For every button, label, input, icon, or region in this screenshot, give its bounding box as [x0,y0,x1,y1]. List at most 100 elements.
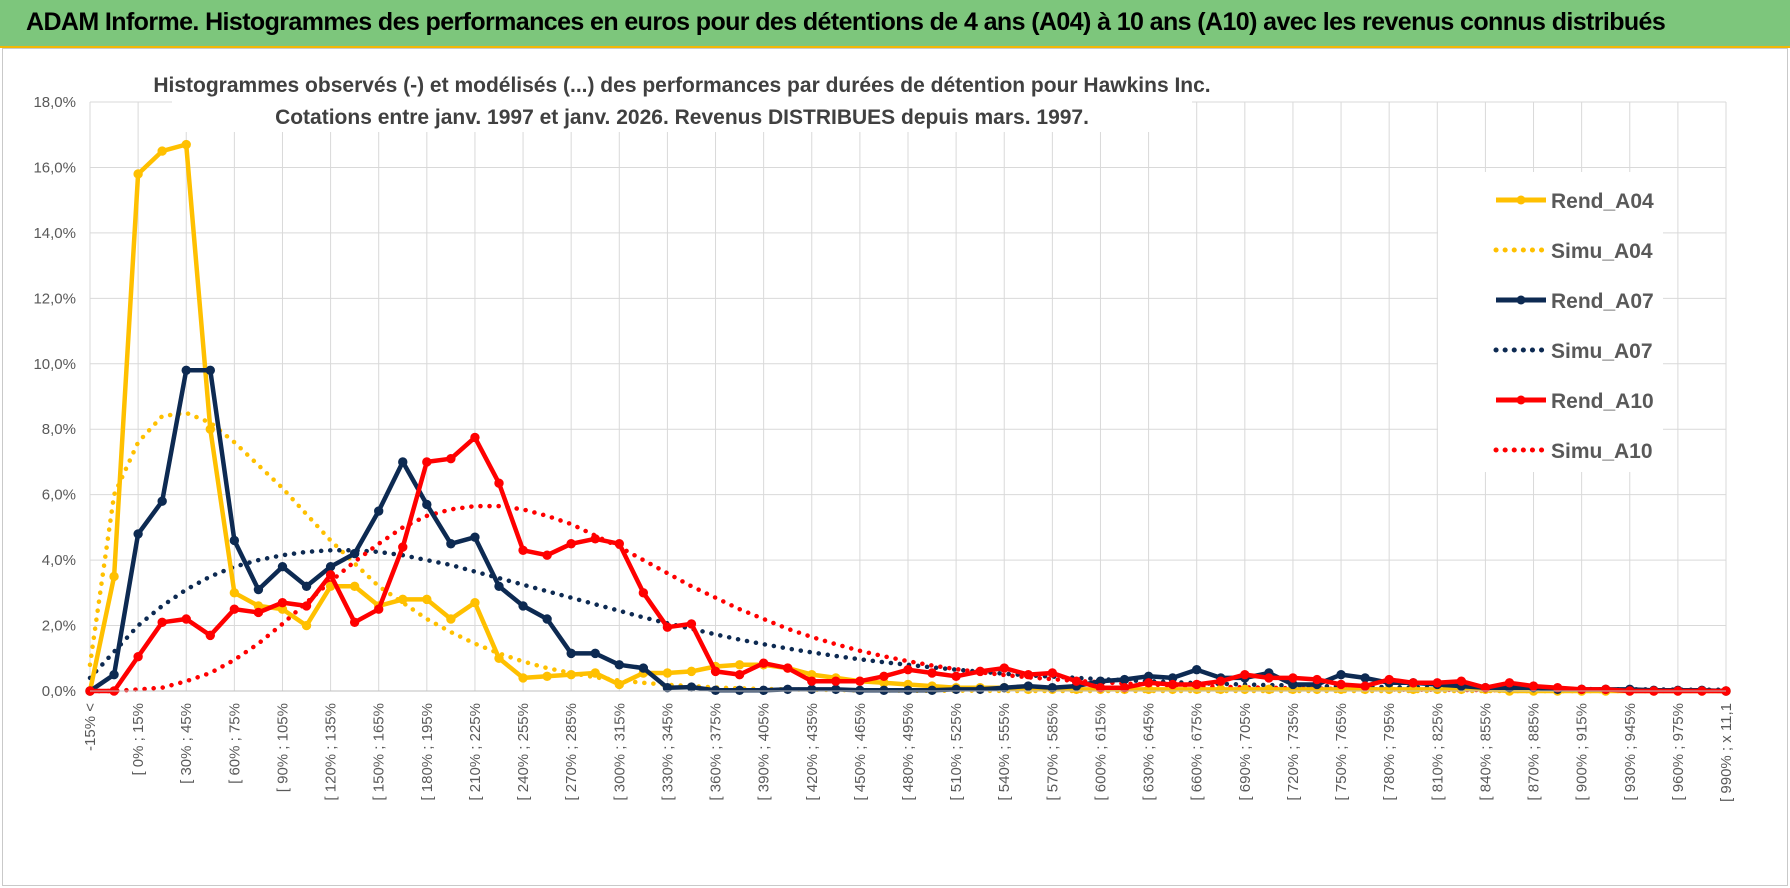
x-tick-label: [ 780% ; 795% [1381,703,1398,801]
title-banner: ADAM Informe. Histogrammes des performan… [0,0,1790,48]
x-tick-label: [ 570% ; 585% [1044,703,1061,801]
legend-label: Simu_A10 [1551,440,1653,463]
point-Rend_A10 [807,676,817,686]
x-tick-label: [ 330% ; 345% [659,703,676,801]
point-Rend_A07 [590,648,600,659]
point-Rend_A07 [686,682,697,692]
point-Rend_A10 [999,663,1009,673]
point-Rend_A07 [157,496,167,506]
legend-item-Simu_A07: Simu_A07 [1493,340,1653,363]
point-Rend_A10 [831,676,841,686]
x-tick-label: [ 600% ; 615% [1092,703,1109,801]
point-Rend_A10 [1360,681,1370,691]
x-tick-label: [ 630% ; 645% [1141,703,1158,801]
point-Rend_A10 [1384,674,1394,685]
point-Rend_A10 [1288,673,1298,683]
point-Rend_A10 [855,676,865,686]
point-Rend_A07 [109,669,119,680]
point-Rend_A04 [181,139,191,150]
point-Rend_A10 [686,619,697,629]
point-Rend_A10 [494,478,504,488]
point-Rend_A10 [470,432,480,443]
point-Rend_A07 [205,365,215,376]
point-Rend_A07 [783,684,793,695]
point-Rend_A10 [349,617,360,627]
point-Rend_A10 [590,534,600,544]
point-Rend_A10 [783,663,793,673]
point-Rend_A10 [325,570,336,580]
point-Rend_A10 [181,614,191,624]
point-Rend_A04 [470,597,480,608]
point-Rend_A07 [494,581,504,591]
x-tick-label: [ 480% ; 495% [900,703,917,801]
y-tick-label: 14,0% [33,225,76,242]
point-Rend_A07 [1023,681,1033,691]
x-tick-label: [ 900% ; 915% [1574,703,1591,801]
point-Rend_A10 [1143,678,1154,688]
x-tick-label: [ 960% ; 975% [1670,703,1687,801]
point-Rend_A07 [518,601,528,611]
point-Rend_A10 [1504,678,1515,688]
x-tick-label: [ 0% ; 15% [130,703,147,776]
y-tick-label: 4,0% [42,552,76,569]
point-Rend_A04 [494,653,504,663]
x-tick-label: [ 810% ; 825% [1429,703,1446,801]
point-Rend_A07 [349,548,360,559]
point-Rend_A04 [614,679,624,690]
x-tick-label: [ 690% ; 705% [1237,703,1254,801]
point-Rend_A07 [831,684,841,695]
point-Rend_A10 [1047,668,1058,678]
legend-item-Rend_A04: Rend_A04 [1496,190,1654,213]
chart-title: Histogrammes observés (-) et modélisés (… [153,74,1210,97]
point-Rend_A04 [205,424,215,434]
y-tick-label: 6,0% [42,487,76,504]
point-Rend_A07 [229,535,240,546]
point-Rend_A10 [1456,676,1467,686]
point-Rend_A04 [1216,684,1226,695]
y-tick-label: 10,0% [33,356,76,373]
x-tick-label: [ 420% ; 435% [804,703,821,801]
y-tick-label: 8,0% [42,421,76,438]
point-Rend_A10 [446,453,456,464]
point-Rend_A10 [1192,679,1202,690]
point-Rend_A10 [1528,681,1539,691]
y-tick-label: 16,0% [33,159,76,176]
point-Rend_A07 [566,648,576,659]
x-tick-label: [ 120% ; 135% [323,703,340,801]
legend-marker [1516,295,1526,305]
x-tick-label: [ 870% ; 885% [1526,703,1543,801]
point-Rend_A07 [855,685,865,696]
point-Rend_A07 [807,684,817,695]
point-Rend_A10 [951,671,961,681]
point-Rend_A10 [734,669,745,680]
point-Rend_A10 [1023,669,1033,680]
point-Rend_A04 [422,594,432,605]
x-tick-label: [ 150% ; 165% [371,703,388,801]
point-Rend_A07 [638,663,649,673]
x-tick-label: [ 180% ; 195% [419,703,436,801]
point-Rend_A07 [758,685,769,696]
point-Rend_A10 [374,604,384,614]
point-Rend_A10 [614,539,624,549]
point-Rend_A07 [734,685,745,696]
point-Rend_A04 [301,620,312,631]
point-Rend_A07 [927,685,937,696]
point-Rend_A04 [109,571,119,582]
x-tick-label: [ 60% ; 75% [226,703,243,784]
x-tick-label: [ 540% ; 555% [996,703,1013,801]
x-tick-label: [ 30% ; 45% [178,703,195,784]
x-tick-label: -15% < [82,703,99,751]
point-Rend_A10 [301,601,312,611]
point-Rend_A07 [374,506,384,516]
axes: 0,0% 2,0% 4,0% 6,0% 8,0% 10,0% 12,0% 14,0% 16,0%… [33,94,1735,802]
legend-item-Simu_A04: Simu_A04 [1493,240,1653,263]
x-tick-label: [ 270% ; 285% [563,703,580,801]
point-Rend_A07 [975,684,985,695]
point-Rend_A04 [590,668,600,678]
point-Rend_A10 [1552,683,1563,693]
point-Rend_A07 [614,660,624,670]
point-Rend_A10 [638,588,649,598]
point-Rend_A10 [1264,673,1274,683]
legend-label: Simu_A07 [1551,340,1653,363]
point-Rend_A07 [710,685,721,696]
